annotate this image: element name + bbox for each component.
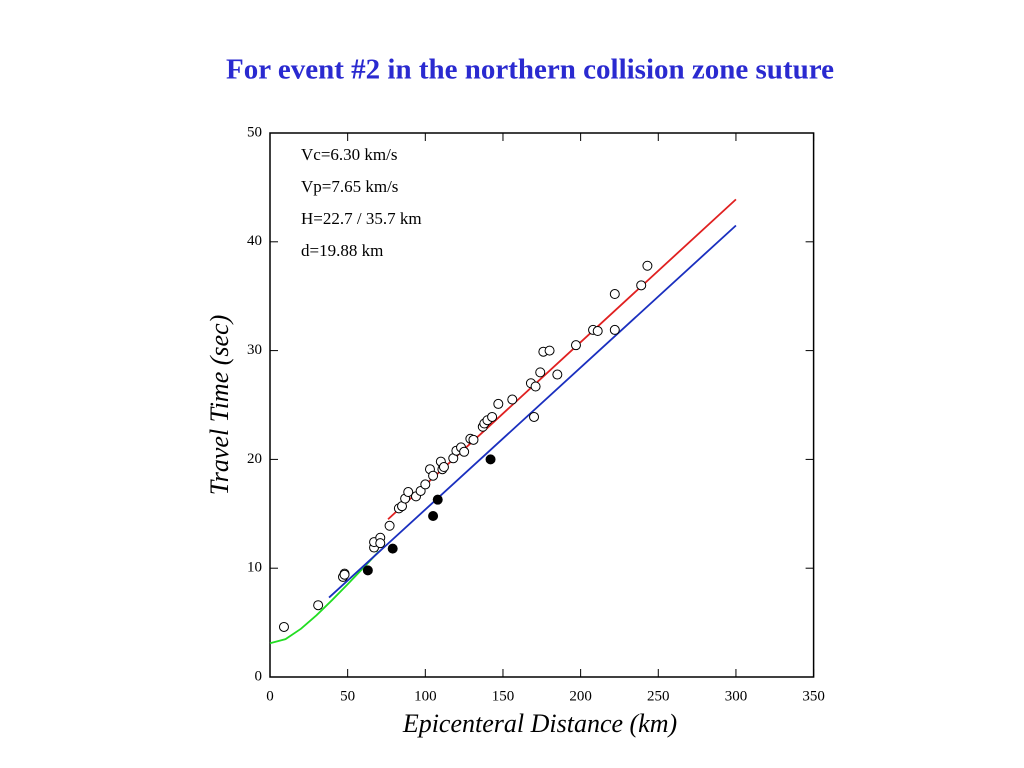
open-point [529,411,540,422]
x-tick-label: 100 [414,688,437,704]
fit-line [328,224,737,599]
open-point [570,340,581,351]
y-tick-label: 50 [247,124,262,140]
annotation: d=19.88 km [301,241,383,260]
annotation: H=22.7 / 35.7 km [301,209,422,228]
open-point [420,479,431,490]
open-point [468,434,479,445]
y-tick-label: 0 [255,668,263,684]
open-point [507,394,518,405]
open-point [592,326,603,337]
open-point [552,369,563,380]
filled-point [362,565,373,576]
fit-line [269,550,380,645]
open-point [459,446,470,457]
open-point [493,398,504,409]
x-tick-label: 250 [647,688,670,704]
filled-point [485,454,496,465]
plot-frame [269,132,815,678]
open-point [544,345,555,356]
x-tick-label: 300 [725,688,748,704]
y-axis-label: Travel Time (sec) [205,315,234,496]
y-tick-label: 10 [247,560,262,576]
x-tick-label: 0 [266,688,274,704]
x-tick-label: 50 [340,688,355,704]
annotation: Vc=6.30 km/s [301,145,397,164]
open-point [609,289,620,300]
y-tick-label: 40 [247,233,262,249]
chart-title: For event #2 in the northern collision z… [226,54,834,86]
open-point [487,411,498,422]
y-tick-label: 20 [247,451,262,467]
x-tick-label: 200 [569,688,592,704]
open-point [530,381,541,392]
open-point [384,520,395,531]
open-point [609,324,620,335]
y-tick-label: 30 [247,342,262,358]
x-tick-label: 150 [492,688,515,704]
open-point [438,462,449,473]
open-point [375,538,386,549]
filled-point [432,494,443,505]
open-point [535,367,546,378]
x-axis-label: Epicenteral Distance (km) [402,709,677,738]
x-tick-label: 350 [802,688,825,704]
filled-point [387,543,398,554]
annotation: Vp=7.65 km/s [301,177,398,196]
open-point [339,569,350,580]
open-point [278,621,289,632]
open-point [403,487,414,498]
filled-point [428,510,439,521]
open-point [642,260,653,271]
open-point [313,600,324,611]
open-point [428,470,439,481]
open-point [636,280,647,291]
